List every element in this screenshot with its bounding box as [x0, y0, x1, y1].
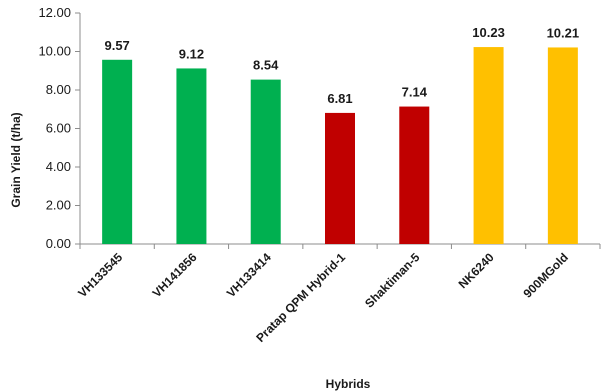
- x-tick-label: VH133414: [224, 250, 274, 300]
- bar: [325, 112, 355, 244]
- data-labels: 9.57 9.12 8.54 6.81 7.14 10.23 10.21: [104, 25, 579, 106]
- data-label: 8.54: [253, 58, 279, 73]
- data-label: 9.57: [104, 38, 129, 53]
- x-tick-label: VH141856: [150, 250, 200, 300]
- y-tick-label: 0.00: [46, 236, 71, 251]
- x-tick-label: VH133545: [75, 250, 125, 300]
- data-label: 10.23: [472, 25, 505, 40]
- y-tick-label: 6.00: [46, 121, 71, 136]
- y-tick-label: 12.00: [38, 5, 71, 20]
- bar: [473, 47, 504, 245]
- x-tick-label: Shaktiman-5: [362, 250, 423, 311]
- data-label: 6.81: [327, 91, 352, 106]
- bar: [399, 106, 430, 245]
- x-axis-title: Hybrids: [326, 377, 371, 391]
- y-tick-label: 10.00: [38, 44, 71, 59]
- y-axis-title: Grain Yield (t/ha): [9, 112, 23, 207]
- x-tick-label: NK6240: [456, 250, 497, 291]
- x-tick-label: 900MGold: [521, 250, 571, 300]
- bar: [547, 47, 578, 244]
- data-label: 10.21: [547, 25, 580, 40]
- bars: [102, 47, 578, 245]
- y-tick-label: 2.00: [46, 198, 71, 213]
- y-axis: 0.00 2.00 4.00 6.00 8.00 10.00 12.00: [38, 5, 81, 251]
- bar: [250, 79, 281, 244]
- y-tick-label: 4.00: [46, 159, 71, 174]
- data-label: 7.14: [402, 85, 428, 100]
- y-tick-label: 8.00: [46, 82, 71, 97]
- data-label: 9.12: [179, 46, 204, 61]
- bar: [102, 59, 133, 245]
- bar: [176, 68, 207, 244]
